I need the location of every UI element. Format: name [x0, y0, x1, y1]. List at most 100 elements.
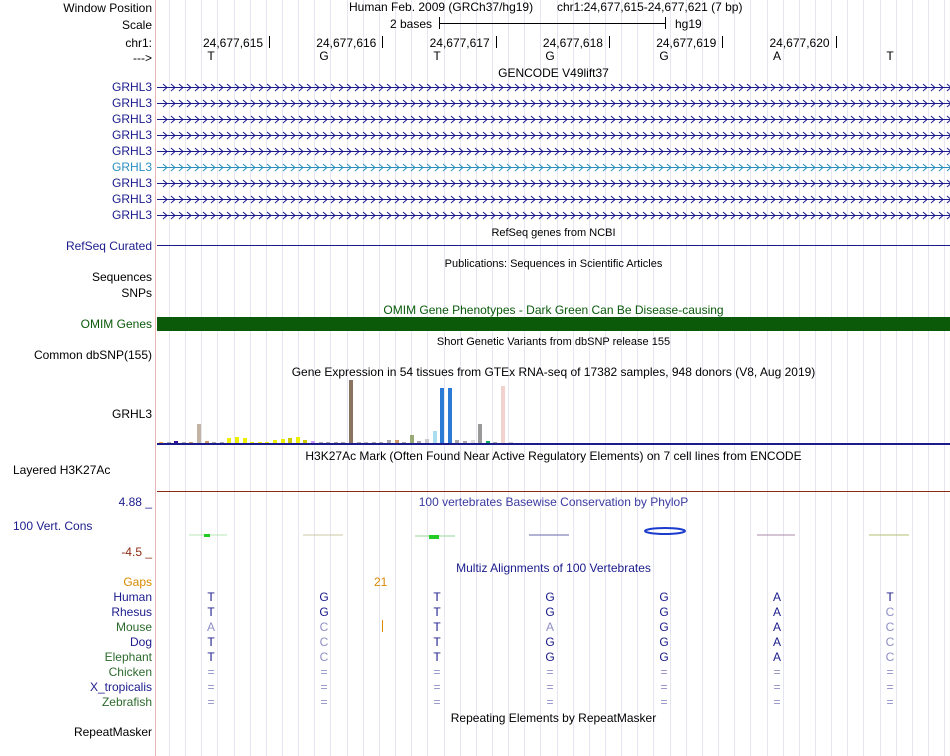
gencode-transcript-label[interactable]: GRHL3 [111, 80, 152, 94]
gtex-tissue-bar[interactable] [508, 442, 513, 443]
gtex-tissue-bar[interactable] [333, 442, 338, 443]
gtex-tissue-bar[interactable] [257, 442, 262, 443]
gtex-tissue-bar[interactable] [181, 442, 186, 443]
omim-bar[interactable] [157, 317, 950, 331]
gtex-tissue-bar[interactable] [235, 437, 239, 443]
alignment-base: A [772, 650, 781, 664]
gencode-transcript-label[interactable]: GRHL3 [111, 96, 152, 110]
species-label[interactable]: X_tropicalis [89, 680, 152, 694]
gtex-tissue-bar[interactable] [265, 442, 270, 443]
gtex-tissue-bar[interactable] [166, 442, 171, 443]
gtex-tissue-bar[interactable] [417, 441, 422, 443]
gtex-tissue-bar[interactable] [197, 424, 201, 443]
alignment-base: C [319, 650, 329, 664]
gencode-transcript-label[interactable]: GRHL3 [111, 128, 152, 142]
repeatmasker-label[interactable]: RepeatMasker [73, 725, 152, 739]
gencode-transcript[interactable] [157, 130, 950, 141]
alignment-base: T [207, 590, 215, 604]
gtex-tissue-bar[interactable] [432, 431, 437, 443]
gtex-tissue-bar[interactable] [303, 440, 308, 443]
gtex-tissue-bar[interactable] [174, 441, 179, 443]
species-label[interactable]: Human [113, 590, 152, 604]
gtex-tissue-bar[interactable] [379, 442, 384, 443]
gencode-transcript[interactable] [157, 146, 950, 157]
alignment-base: G [319, 605, 329, 619]
gtex-tissue-bar[interactable] [478, 424, 483, 443]
gtex-tissue-bar[interactable] [349, 380, 353, 443]
gtex-tissue-bar[interactable] [501, 386, 505, 443]
gtex-tissue-bar[interactable] [463, 441, 467, 443]
gtex-tissue-bar[interactable] [326, 442, 331, 443]
refseq-gene-line[interactable] [157, 245, 950, 246]
gencode-transcript[interactable] [157, 162, 950, 173]
gtex-tissue-bar[interactable] [212, 442, 217, 443]
gencode-transcript-label[interactable]: GRHL3 [111, 176, 152, 190]
gencode-transcript[interactable] [157, 98, 950, 109]
gtex-tissue-bar[interactable] [295, 437, 300, 443]
gaps-label[interactable]: Gaps [123, 575, 152, 589]
dbsnp-label[interactable]: Common dbSNP(155) [33, 348, 152, 362]
gencode-transcript-label[interactable]: GRHL3 [111, 208, 152, 222]
guide-line [605, 0, 606, 756]
gtex-tissue-bar[interactable] [455, 440, 460, 443]
gtex-tissue-bar[interactable] [425, 439, 429, 443]
gtex-tissue-bar[interactable] [280, 439, 285, 443]
gtex-tissue-bar[interactable] [485, 441, 490, 443]
gtex-tissue-bar[interactable] [371, 442, 376, 443]
gtex-tissue-bar[interactable] [242, 438, 247, 443]
gtex-tissue-bar[interactable] [318, 442, 323, 443]
gencode-transcript[interactable] [157, 210, 950, 221]
alignment-base: = [660, 680, 668, 694]
gtex-tissue-bar[interactable] [341, 442, 346, 443]
gtex-bar-chart[interactable] [157, 380, 950, 444]
gencode-transcript-label[interactable]: GRHL3 [111, 144, 152, 158]
gtex-tissue-bar[interactable] [470, 440, 475, 443]
species-label[interactable]: Rhesus [111, 605, 152, 619]
gtex-tissue-bar[interactable] [273, 440, 277, 443]
gencode-transcript[interactable] [157, 178, 950, 189]
species-label[interactable]: Mouse [115, 620, 152, 634]
gtex-tissue-bar[interactable] [440, 388, 445, 443]
gtex-tissue-bar[interactable] [189, 442, 194, 443]
species-label[interactable]: Elephant [104, 650, 152, 664]
gtex-tissue-bar[interactable] [204, 441, 209, 443]
guide-line [395, 0, 396, 756]
multiz-title: Multiz Alignments of 100 Vertebrates [456, 561, 651, 575]
gencode-transcript[interactable] [157, 82, 950, 93]
gtex-tissue-bar[interactable] [447, 388, 452, 443]
gtex-tissue-bar[interactable] [311, 441, 315, 443]
ruler-tick [836, 36, 837, 48]
gtex-tissue-bar[interactable] [356, 442, 361, 443]
alignment-base: A [772, 605, 781, 619]
species-label[interactable]: Zebrafish [101, 695, 152, 709]
chr-label[interactable]: chr1: [125, 36, 152, 50]
gencode-transcript-label[interactable]: GRHL3 [111, 112, 152, 126]
gtex-tissue-bar[interactable] [159, 442, 163, 443]
gencode-transcript-label[interactable]: GRHL3 [111, 160, 152, 174]
gtex-tissue-bar[interactable] [402, 442, 407, 443]
gtex-tissue-bar[interactable] [288, 438, 293, 443]
species-label[interactable]: Chicken [108, 665, 152, 679]
strand-label[interactable]: ---> [133, 51, 152, 65]
h3k27ac-label[interactable]: Layered H3K27Ac [13, 463, 111, 477]
gtex-label[interactable]: GRHL3 [111, 407, 152, 421]
phylop-label[interactable]: 100 Vert. Cons [13, 519, 93, 533]
gencode-transcript-label[interactable]: GRHL3 [111, 192, 152, 206]
gtex-tissue-bar[interactable] [387, 440, 391, 443]
gtex-tissue-bar[interactable] [227, 438, 232, 443]
refseq-label[interactable]: RefSeq Curated [65, 239, 152, 253]
gtex-tissue-bar[interactable] [394, 440, 399, 443]
gtex-tissue-bar[interactable] [219, 442, 224, 443]
phylop-plot[interactable] [157, 524, 950, 540]
gencode-transcript[interactable] [157, 114, 950, 125]
species-label[interactable]: Dog [129, 635, 152, 649]
gtex-tissue-bar[interactable] [493, 442, 498, 443]
gtex-tissue-bar[interactable] [250, 442, 255, 443]
gtex-tissue-bar[interactable] [364, 442, 369, 443]
sequences-label[interactable]: Sequences [91, 270, 152, 284]
omim-label[interactable]: OMIM Genes [80, 317, 152, 331]
gtex-tissue-bar[interactable] [409, 435, 414, 443]
ruler-coordinate: 24,677,618 [542, 36, 603, 50]
gencode-transcript[interactable] [157, 194, 950, 205]
snps-label[interactable]: SNPs [121, 286, 152, 300]
